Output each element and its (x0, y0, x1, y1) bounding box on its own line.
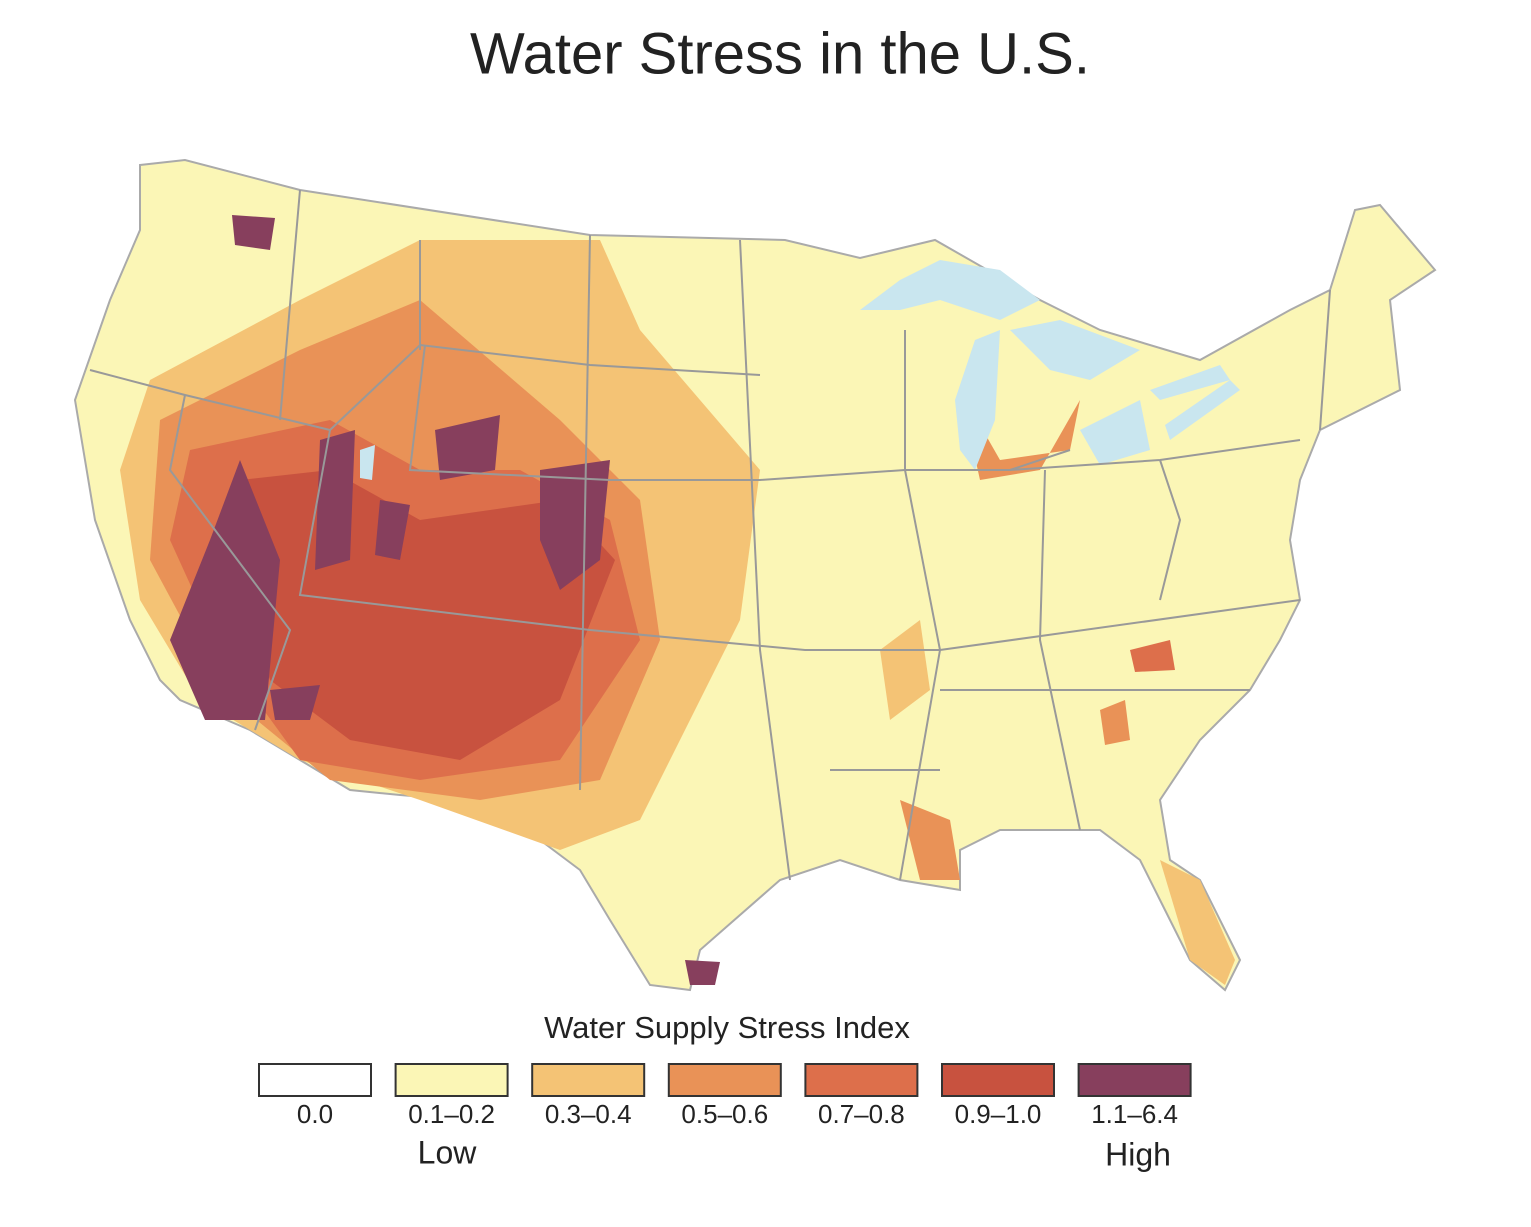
legend-label: 0.9–1.0 (955, 1099, 1042, 1129)
legend-low-label: Low (418, 1134, 478, 1170)
water-bodies (360, 260, 1240, 480)
legend-title: Water Supply Stress Index (544, 1010, 910, 1045)
state-borders (89, 189, 1331, 881)
legend-swatch (804, 1063, 919, 1097)
legend-high-label: High (1105, 1136, 1171, 1172)
legend-label: 0.5–0.6 (681, 1099, 768, 1129)
title: Water Stress in the U.S. (470, 21, 1090, 86)
legend-label: 0.7–0.8 (818, 1099, 905, 1129)
legend: Water Supply Stress Index Low High 0.0 0.… (258, 1010, 1192, 1172)
legend-label: 1.1–6.4 (1091, 1099, 1178, 1129)
legend-label: 0.1–0.2 (408, 1099, 495, 1129)
legend-label: 0.3–0.4 (545, 1099, 632, 1129)
legend-label: 0.0 (297, 1099, 333, 1129)
legend-swatch (258, 1063, 372, 1097)
stress-regions (120, 215, 1235, 985)
legend-swatch (531, 1063, 646, 1097)
legend-swatch (1077, 1063, 1192, 1097)
legend-swatch (394, 1063, 509, 1097)
legend-swatch (941, 1063, 1055, 1097)
map (73, 158, 1437, 992)
legend-swatch (667, 1063, 782, 1097)
